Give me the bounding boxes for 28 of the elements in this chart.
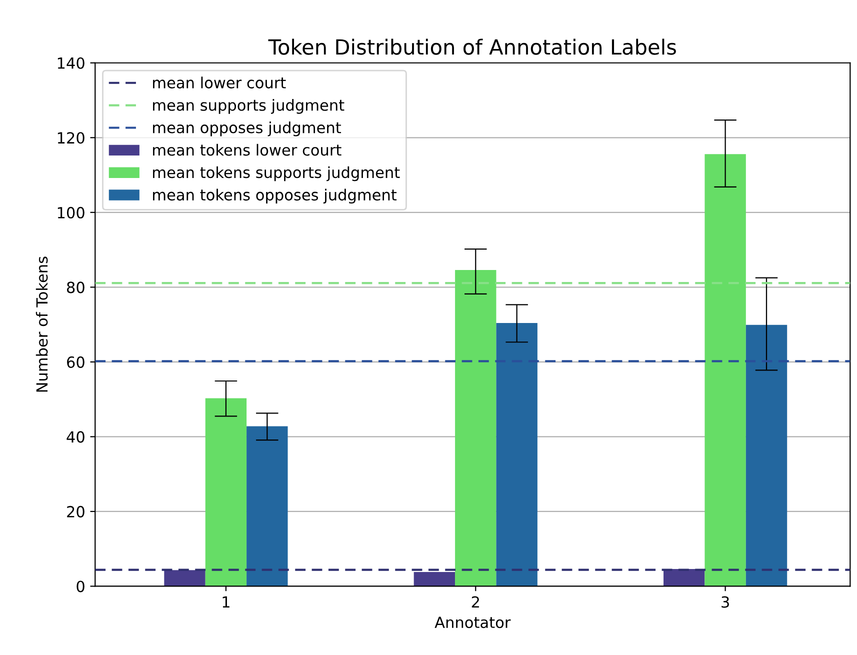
bar: [246, 426, 288, 586]
legend-label: mean tokens lower court: [153, 144, 342, 156]
legend-label: mean lower court: [153, 76, 286, 88]
y-tick-label: 140: [58, 57, 84, 69]
y-tick-label: 60: [67, 356, 84, 368]
legend-label: mean supports judgment: [153, 99, 344, 114]
y-tick-label: 120: [58, 132, 84, 144]
y-tick-label: 20: [67, 506, 84, 518]
bar: [704, 154, 746, 586]
y-axis-title: Number of Tokens: [36, 256, 48, 392]
x-tick-label: 3: [722, 596, 729, 608]
y-tick-label: 80: [67, 282, 84, 294]
y-tick-label: 100: [58, 206, 84, 218]
bar: [414, 572, 456, 586]
y-tick-label: 0: [76, 580, 84, 592]
y-tick-label: 40: [66, 431, 84, 443]
legend-label: mean opposes judgment: [153, 121, 342, 136]
legend-label: mean tokens supports judgment: [153, 166, 400, 182]
bar: [164, 570, 206, 586]
bar: [455, 270, 496, 586]
x-tick-label: 2: [472, 596, 479, 608]
legend-label: mean tokens opposes judgment: [153, 188, 397, 204]
chart-title: Token Distribution of Annotation Labels: [268, 38, 676, 55]
bar: [496, 323, 538, 586]
x-tick-label: 1: [222, 596, 230, 608]
x-axis-title: Annotator: [434, 616, 511, 628]
bar: [205, 398, 247, 586]
bar: [746, 324, 788, 586]
